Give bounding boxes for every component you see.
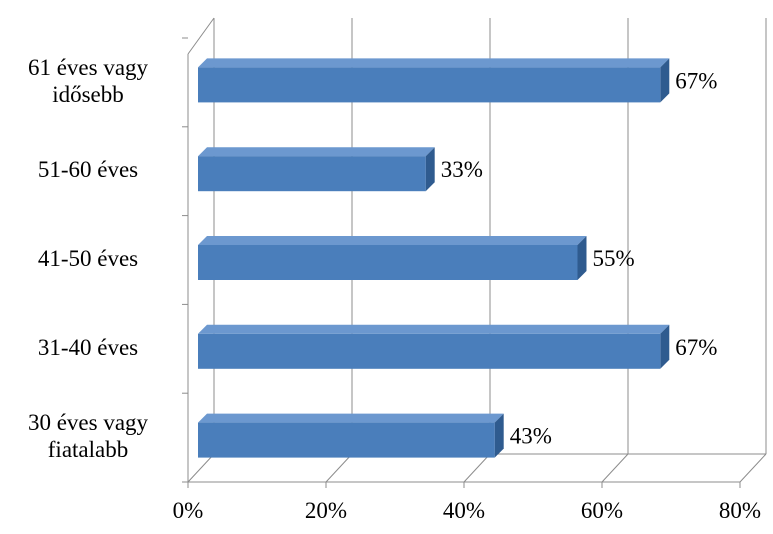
category-label: 51-60 éves: [38, 157, 138, 182]
category-label: 61 éves vagy: [28, 55, 149, 80]
bar-side-face: [425, 147, 435, 192]
data-label: 55%: [593, 246, 635, 271]
x-tick-label: 80%: [719, 498, 761, 523]
bar-side-face: [494, 413, 504, 458]
category-label: 31-40 éves: [38, 335, 138, 360]
bar: [198, 245, 578, 280]
floor-gridline-0: [187, 453, 215, 483]
floor-gridline-80: [739, 453, 767, 483]
bars: [198, 58, 670, 458]
category-label: 41-50 éves: [38, 246, 138, 271]
category-label: idősebb: [52, 82, 124, 107]
bar-top-face: [198, 413, 504, 423]
floor-gridline-20: [325, 453, 353, 483]
floor-gridline-40: [463, 453, 491, 483]
bar: [198, 422, 495, 458]
floor-gridline-60: [601, 453, 629, 483]
bar-top-face: [198, 147, 435, 157]
bar: [198, 156, 426, 192]
x-tick-label: 0%: [173, 498, 204, 523]
x-tick-label: 40%: [443, 498, 485, 523]
bar-side-face: [660, 58, 670, 103]
data-label: 67%: [675, 68, 717, 93]
x-tick-label: 20%: [305, 498, 347, 523]
category-label: 30 éves vagy: [28, 410, 149, 435]
x-tick-label: 60%: [581, 498, 623, 523]
category-label: fiatalabb: [48, 437, 128, 462]
data-label: 43%: [510, 424, 552, 449]
bar-side-face: [577, 236, 587, 280]
bar-top-face: [198, 58, 670, 68]
wall-top-edge: [187, 17, 215, 55]
bar-top-face: [198, 236, 587, 245]
bar-top-face: [198, 324, 670, 334]
bar: [198, 67, 661, 103]
data-label: 67%: [675, 335, 717, 360]
data-label: 33%: [441, 157, 483, 182]
bar: [198, 333, 661, 369]
bar-side-face: [660, 324, 670, 369]
